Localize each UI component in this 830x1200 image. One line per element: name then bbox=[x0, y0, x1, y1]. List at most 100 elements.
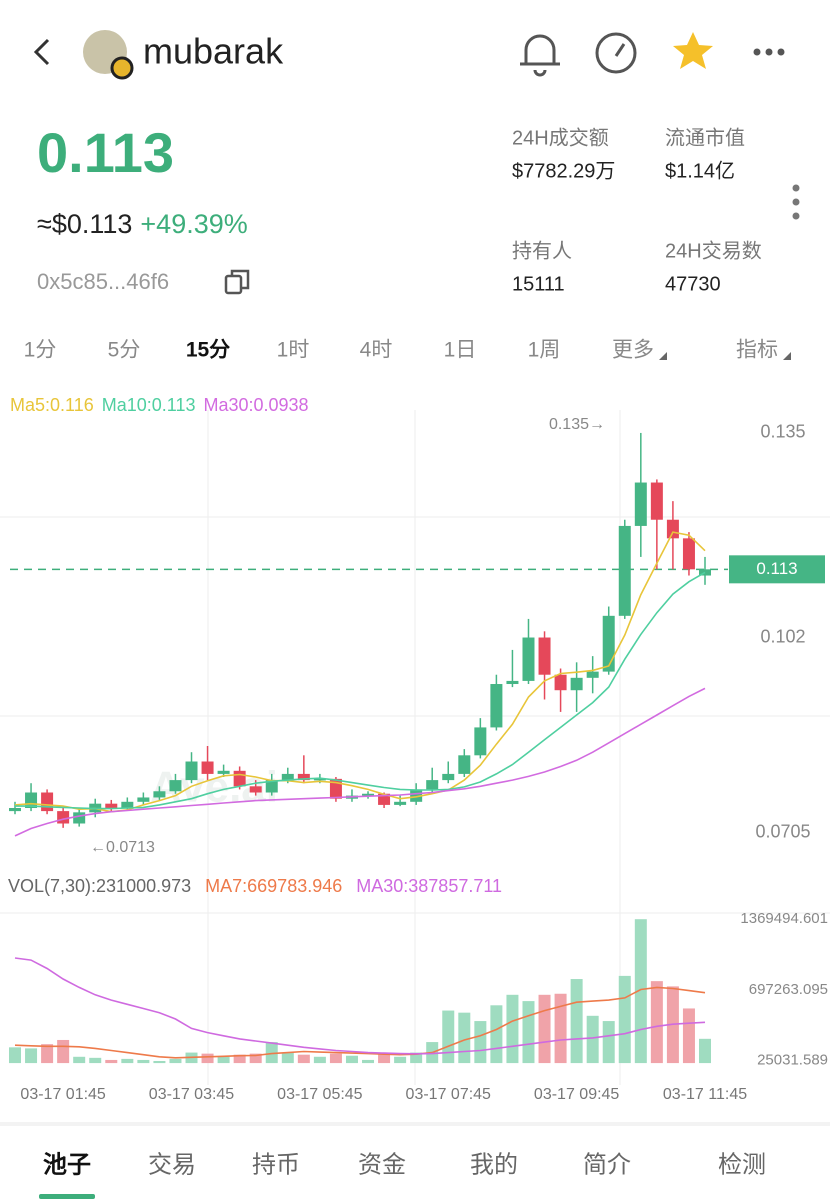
stat-value: 47730 bbox=[665, 273, 721, 295]
candle-body bbox=[201, 761, 214, 774]
bell-icon[interactable] bbox=[520, 34, 560, 77]
volume-bar bbox=[137, 1059, 150, 1064]
candle-body bbox=[57, 811, 70, 824]
y-tick-label: 697263.095 bbox=[749, 981, 828, 998]
legend-entry: Ma10:0.113 bbox=[102, 395, 196, 415]
stats-menu[interactable] bbox=[792, 184, 800, 220]
stat-value: 15111 bbox=[512, 273, 565, 295]
low-annotation: ←0.0713 bbox=[90, 839, 155, 856]
volume-bar bbox=[73, 1056, 86, 1064]
copy-icon[interactable] bbox=[224, 269, 250, 295]
candle-body bbox=[169, 780, 182, 792]
candle-body bbox=[666, 519, 679, 539]
bottom-tab[interactable]: 池子 bbox=[43, 1151, 91, 1178]
candle-body bbox=[586, 671, 599, 678]
legend-entry: MA30:387857.711 bbox=[356, 876, 502, 896]
candle-body bbox=[297, 773, 310, 781]
ma-line bbox=[14, 531, 706, 813]
ma-line bbox=[14, 986, 706, 1059]
back-button[interactable] bbox=[33, 38, 50, 66]
volume-bar bbox=[474, 1021, 487, 1064]
x-tick-label: 03-17 07:45 bbox=[406, 1086, 492, 1103]
volume-bar bbox=[9, 1047, 21, 1064]
candle-body bbox=[538, 637, 551, 675]
candle-body bbox=[137, 797, 150, 802]
bottom-tab[interactable]: 简介 bbox=[583, 1151, 631, 1178]
timeframe-tab[interactable]: 15分 bbox=[186, 339, 230, 362]
volume-bar bbox=[313, 1056, 326, 1064]
candle-body bbox=[650, 482, 663, 520]
current-price-tag bbox=[729, 555, 825, 584]
candle-body bbox=[105, 803, 118, 809]
volume-bar bbox=[602, 1021, 615, 1064]
volume-bar bbox=[362, 1059, 375, 1064]
stats: 24H成交额 $7782.29万 流通市值 $1.14亿 持有人 15111 2… bbox=[512, 126, 762, 295]
timeframe-tab[interactable]: 指标 bbox=[736, 339, 778, 362]
volume-bar bbox=[554, 993, 567, 1064]
volume-bar bbox=[570, 979, 583, 1064]
candle-body bbox=[41, 792, 54, 812]
candle-body bbox=[185, 761, 198, 781]
y-tick-label: 25031.589 bbox=[757, 1051, 828, 1068]
candle-body bbox=[426, 780, 439, 790]
candle-body bbox=[458, 755, 471, 774]
candle-body bbox=[249, 786, 262, 793]
volume-bar bbox=[329, 1053, 342, 1064]
price: 0.113 bbox=[37, 121, 174, 184]
star-icon[interactable] bbox=[673, 32, 713, 69]
volume-bar bbox=[458, 1012, 471, 1064]
ma-line bbox=[15, 571, 706, 810]
candle-body bbox=[362, 793, 375, 796]
volume-bar bbox=[522, 1001, 535, 1064]
dropdown-arrow bbox=[659, 352, 667, 360]
volume-bar bbox=[634, 919, 647, 1064]
ma-line bbox=[14, 957, 706, 1055]
timeframe-tab[interactable]: 更多 bbox=[612, 339, 654, 362]
legend-entry: Ma30:0.0938 bbox=[203, 395, 308, 415]
stat-label: 持有人 bbox=[512, 239, 572, 262]
volume-bar bbox=[121, 1058, 134, 1064]
volume-bar bbox=[538, 994, 551, 1064]
volume-bar bbox=[249, 1053, 262, 1064]
timeframe-tab[interactable]: 1时 bbox=[277, 339, 310, 362]
candle-body bbox=[394, 801, 407, 805]
candle-body bbox=[490, 684, 503, 728]
volume-bar bbox=[233, 1054, 246, 1064]
chain-badge bbox=[110, 56, 134, 80]
candle-body bbox=[634, 482, 647, 526]
y-tick-label: 0.0705 bbox=[755, 822, 810, 842]
candle-body bbox=[474, 727, 487, 756]
usd-price: ≈$0.113 +49.39% bbox=[37, 209, 248, 239]
token-name: mubarak bbox=[143, 31, 284, 72]
timeframe-tab[interactable]: 1周 bbox=[528, 339, 561, 362]
bottom-tab[interactable]: 交易 bbox=[148, 1151, 196, 1178]
gauge-icon[interactable] bbox=[595, 32, 637, 74]
bottom-tab[interactable]: 检测 bbox=[718, 1151, 766, 1178]
timeframe-tab[interactable]: 5分 bbox=[108, 339, 141, 362]
timeframe-tab[interactable]: 4时 bbox=[360, 339, 393, 362]
more-icon[interactable] bbox=[753, 48, 785, 56]
stat-label: 24H交易数 bbox=[665, 239, 762, 262]
usd-value: ≈$0.113 bbox=[37, 209, 132, 239]
volume-bar bbox=[25, 1048, 38, 1064]
candle-body bbox=[554, 674, 567, 691]
volume-bar bbox=[57, 1039, 70, 1064]
bottom-tab[interactable]: 持币 bbox=[252, 1151, 300, 1178]
stat-value: $1.14亿 bbox=[665, 159, 735, 182]
bottom-tab[interactable]: 我的 bbox=[470, 1151, 518, 1178]
timeframe-tab[interactable]: 1分 bbox=[24, 339, 57, 362]
candle-body bbox=[281, 773, 294, 781]
candle-body bbox=[442, 773, 455, 781]
bottom-tab[interactable]: 资金 bbox=[358, 1151, 406, 1178]
timeframe-tab[interactable]: 1日 bbox=[444, 339, 477, 362]
candle-body bbox=[121, 801, 134, 809]
dropdown-arrow bbox=[783, 352, 791, 360]
current-price-label: 0.113 bbox=[756, 559, 797, 578]
volume-bar bbox=[506, 994, 519, 1064]
stat-label: 24H成交额 bbox=[512, 126, 609, 149]
volume-bar bbox=[265, 1042, 278, 1064]
volume-bar bbox=[394, 1056, 407, 1064]
volume-title: VOL(7,30):231000.973 bbox=[8, 876, 191, 896]
candle-body bbox=[25, 792, 38, 809]
